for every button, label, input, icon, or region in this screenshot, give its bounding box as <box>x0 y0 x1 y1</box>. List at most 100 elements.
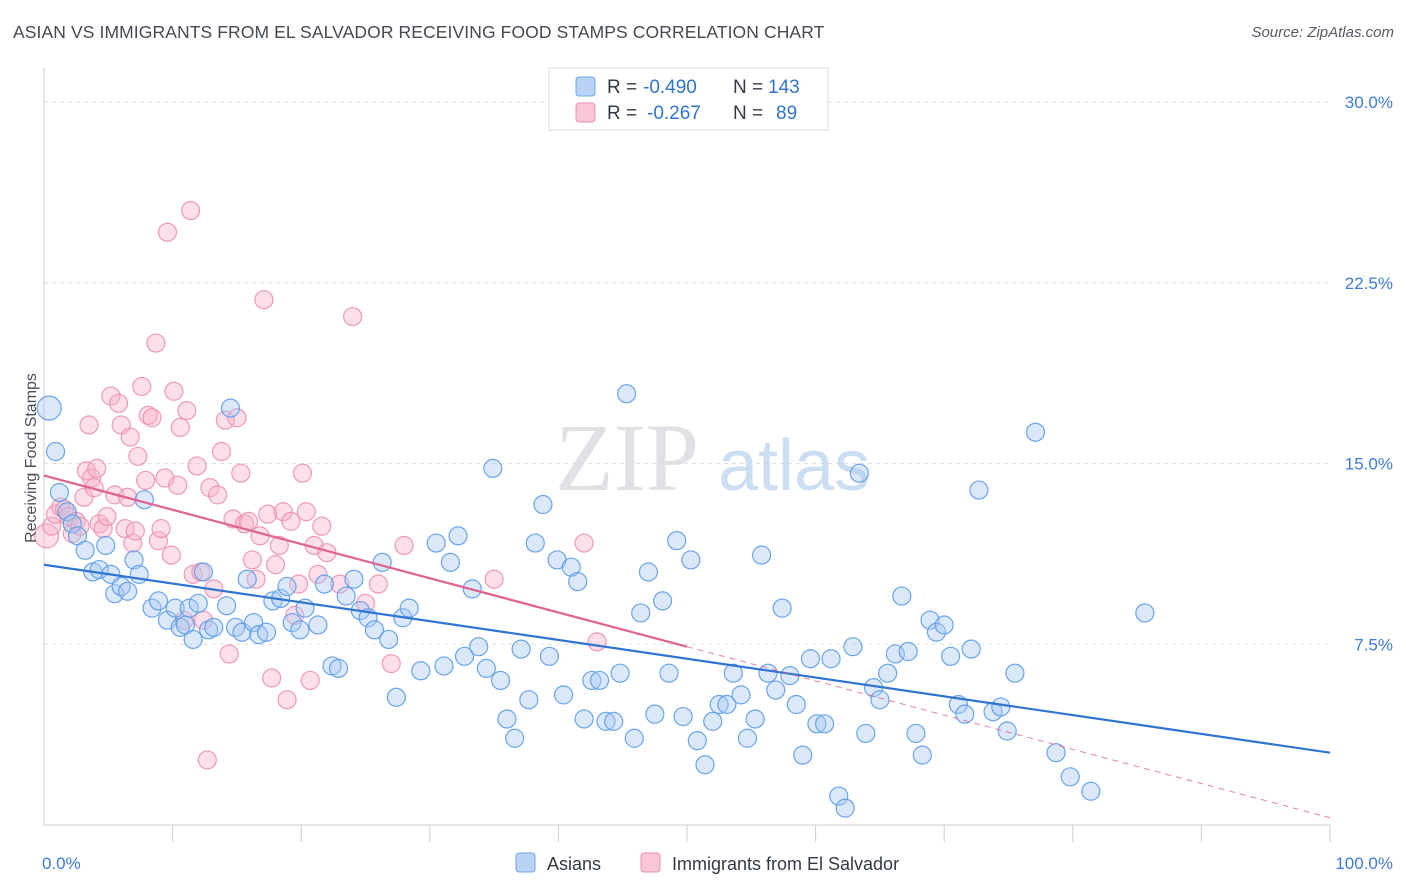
data-point <box>638 562 659 582</box>
data-point <box>955 704 975 724</box>
legend-swatch-el-salvador <box>640 852 661 873</box>
data-point <box>269 535 289 556</box>
legend-series: Asians Immigrants from El Salvador <box>515 852 899 874</box>
data-point <box>681 550 701 570</box>
data-point <box>368 574 388 594</box>
data-point <box>244 612 264 633</box>
data-point <box>277 576 297 597</box>
source-note: Source: ZipAtlas.com <box>1251 24 1394 41</box>
data-point <box>125 521 145 541</box>
legend-r-value: -0.490 <box>643 77 697 98</box>
data-point <box>249 625 269 645</box>
data-point <box>179 598 199 618</box>
data-point <box>292 463 313 483</box>
data-point <box>188 593 208 613</box>
data-point <box>1081 781 1101 801</box>
data-point <box>631 603 651 623</box>
legend-r-label: R = <box>607 103 637 124</box>
data-point <box>497 709 517 729</box>
data-point <box>856 723 876 744</box>
data-point <box>372 552 392 572</box>
data-point <box>157 222 178 242</box>
y-tick-label: 22.5% <box>1345 274 1393 293</box>
data-point <box>181 200 201 221</box>
data-point <box>187 456 207 476</box>
y-tick-labels: 7.5% 15.0% 22.5% 30.0% <box>1345 93 1393 654</box>
data-point <box>582 670 602 691</box>
trend-lines <box>43 474 1331 819</box>
data-point <box>57 502 77 522</box>
data-point <box>687 731 707 751</box>
data-point <box>328 658 349 678</box>
data-point <box>843 637 863 657</box>
data-point <box>926 622 947 642</box>
data-point <box>128 446 148 466</box>
data-point <box>296 502 316 522</box>
legend-r-value: -0.267 <box>647 103 701 124</box>
data-point <box>193 562 214 582</box>
data-point <box>652 591 673 611</box>
data-point <box>273 502 293 522</box>
data-point <box>62 514 82 534</box>
data-point <box>892 586 912 606</box>
data-point <box>199 620 219 640</box>
data-point <box>237 569 257 589</box>
data-point <box>751 545 772 565</box>
data-point <box>476 658 496 678</box>
data-point <box>624 728 644 748</box>
data-point <box>281 511 301 531</box>
y-tick-label: 30.0% <box>1345 93 1393 112</box>
data-point <box>108 393 129 413</box>
data-point <box>920 610 940 630</box>
data-point <box>87 458 107 478</box>
y-tick-label: 15.0% <box>1345 455 1393 474</box>
data-point <box>183 629 203 650</box>
data-point <box>997 721 1017 741</box>
data-point <box>314 574 334 594</box>
data-point <box>208 485 228 505</box>
data-point <box>49 482 70 503</box>
data-point <box>807 714 827 734</box>
data-point <box>553 685 574 705</box>
data-point <box>1025 422 1046 442</box>
data-point <box>285 605 305 625</box>
data-point <box>1046 743 1066 763</box>
data-point <box>394 535 414 556</box>
chart-title: ASIAN VS IMMIGRANTS FROM EL SALVADOR REC… <box>13 22 825 42</box>
data-point <box>533 494 553 515</box>
data-point <box>330 574 350 594</box>
data-point <box>168 475 188 495</box>
data-point <box>217 596 237 616</box>
data-point <box>815 714 835 734</box>
legend-n-label: N = <box>733 103 763 124</box>
data-point <box>604 711 624 731</box>
data-point <box>484 569 504 589</box>
data-point <box>277 690 297 710</box>
x-tick-label: 0.0% <box>42 854 81 873</box>
data-point <box>539 646 559 666</box>
data-point <box>220 398 241 418</box>
data-point <box>79 415 99 435</box>
data-point <box>835 798 855 818</box>
data-point <box>703 711 723 731</box>
data-point <box>381 653 401 674</box>
data-point <box>227 408 247 428</box>
data-point <box>758 663 778 683</box>
data-point <box>74 487 94 507</box>
data-point <box>242 550 262 570</box>
trend-line-el-salvador-extension <box>686 646 1331 819</box>
data-point <box>308 564 328 584</box>
data-point <box>93 519 113 539</box>
data-point <box>364 620 385 640</box>
data-point <box>587 632 607 652</box>
data-point <box>120 427 140 447</box>
data-point <box>667 531 687 551</box>
data-point <box>786 694 806 715</box>
data-point <box>849 463 869 483</box>
x-tick-label: 100.0% <box>1335 854 1393 873</box>
data-point <box>151 519 171 539</box>
data-point <box>793 745 813 765</box>
data-point <box>312 516 332 536</box>
data-point <box>505 728 525 748</box>
data-point <box>525 533 545 553</box>
